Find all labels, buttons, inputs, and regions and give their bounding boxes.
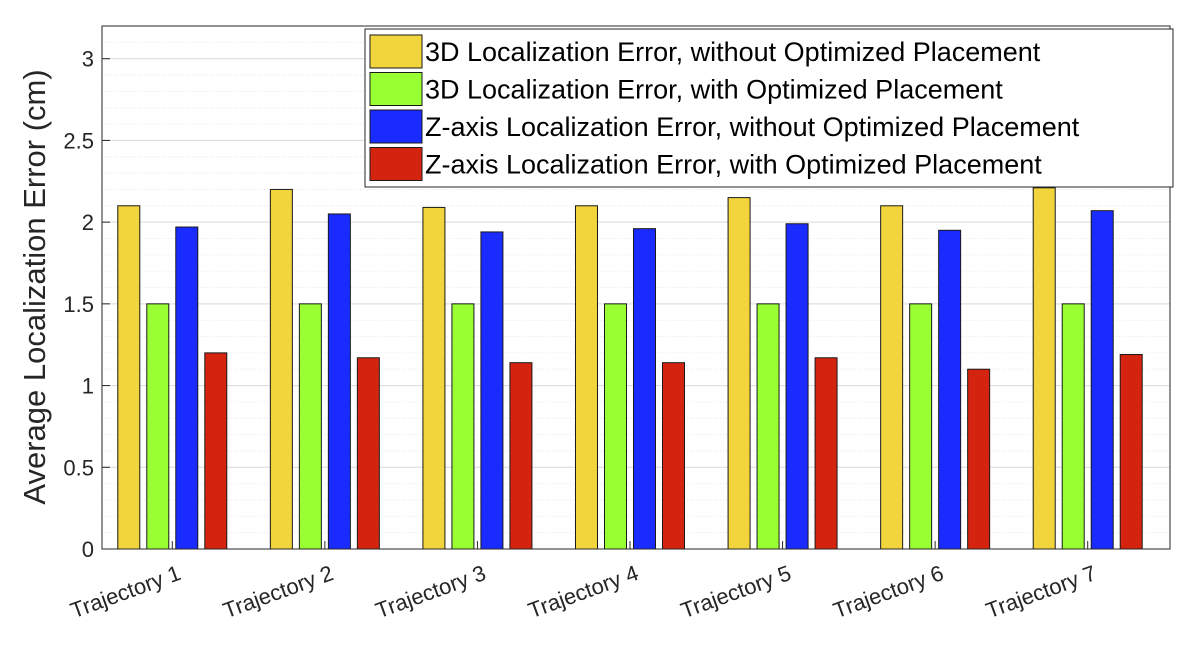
bar <box>880 205 904 550</box>
bar <box>604 303 627 550</box>
legend-entry: 3D Localization Error, with Optimized Pl… <box>425 75 1003 105</box>
bars <box>117 187 1143 550</box>
y-tick-label: 1 <box>82 374 94 399</box>
bar <box>117 205 141 550</box>
bar <box>146 303 170 550</box>
bar <box>327 213 351 550</box>
bar <box>422 206 446 550</box>
y-tick-label: 3 <box>82 47 94 72</box>
bar <box>662 362 685 550</box>
bar <box>909 303 933 550</box>
legend-swatch <box>369 147 423 181</box>
bar <box>1032 187 1056 550</box>
legend-swatch <box>369 72 423 106</box>
x-tick-label: Trajectory 6 <box>830 560 947 623</box>
bar <box>356 357 380 550</box>
x-tick-label: Trajectory 5 <box>677 560 794 623</box>
plot-frame <box>101 25 1171 550</box>
bar <box>938 229 962 550</box>
bar <box>785 223 809 550</box>
legend-swatch <box>369 34 423 69</box>
bar <box>509 362 533 550</box>
x-tick-labels: Trajectory 1 Trajectory 2 Trajectory 3 Traj… <box>67 541 1099 623</box>
y-axis-label: Average Localization Error (cm) <box>17 69 52 504</box>
y-tick-label: 2 <box>82 210 94 235</box>
bar <box>451 303 475 550</box>
legend-box <box>364 28 1174 188</box>
y-tick-label: 0 <box>82 537 94 562</box>
y-tick-labels: 0 0.5 1 1.5 2 2.5 3 <box>63 47 94 562</box>
x-tick-label: Trajectory 7 <box>983 560 1100 623</box>
legend-entry: 3D Localization Error, without Optimized… <box>425 37 1041 67</box>
bar <box>480 231 504 550</box>
bar <box>1119 354 1143 550</box>
legend-entry: Z-axis Localization Error, without Optim… <box>425 112 1080 142</box>
y-tick-label: 0.5 <box>63 455 94 480</box>
bar <box>633 228 656 550</box>
bar <box>814 357 838 550</box>
bar <box>269 188 293 550</box>
legend-swatch <box>369 109 423 144</box>
bar <box>727 197 751 550</box>
x-tick-label: Trajectory 1 <box>67 560 184 623</box>
bar <box>204 352 228 550</box>
x-tick-label: Trajectory 3 <box>372 560 489 623</box>
legend: 3D Localization Error, without Optimized… <box>364 28 1174 188</box>
bar <box>1090 210 1114 550</box>
x-tick-label: Trajectory 2 <box>220 560 337 623</box>
y-tick-label: 1.5 <box>63 292 94 317</box>
bar <box>575 205 598 550</box>
y-tick-label: 2.5 <box>63 128 94 153</box>
bar <box>175 226 199 550</box>
bar <box>756 303 780 550</box>
bar <box>298 303 322 550</box>
x-tick-label: Trajectory 4 <box>525 560 642 623</box>
bar <box>1061 303 1085 550</box>
legend-entry: Z-axis Localization Error, with Optimize… <box>425 150 1042 180</box>
bar <box>967 368 991 550</box>
